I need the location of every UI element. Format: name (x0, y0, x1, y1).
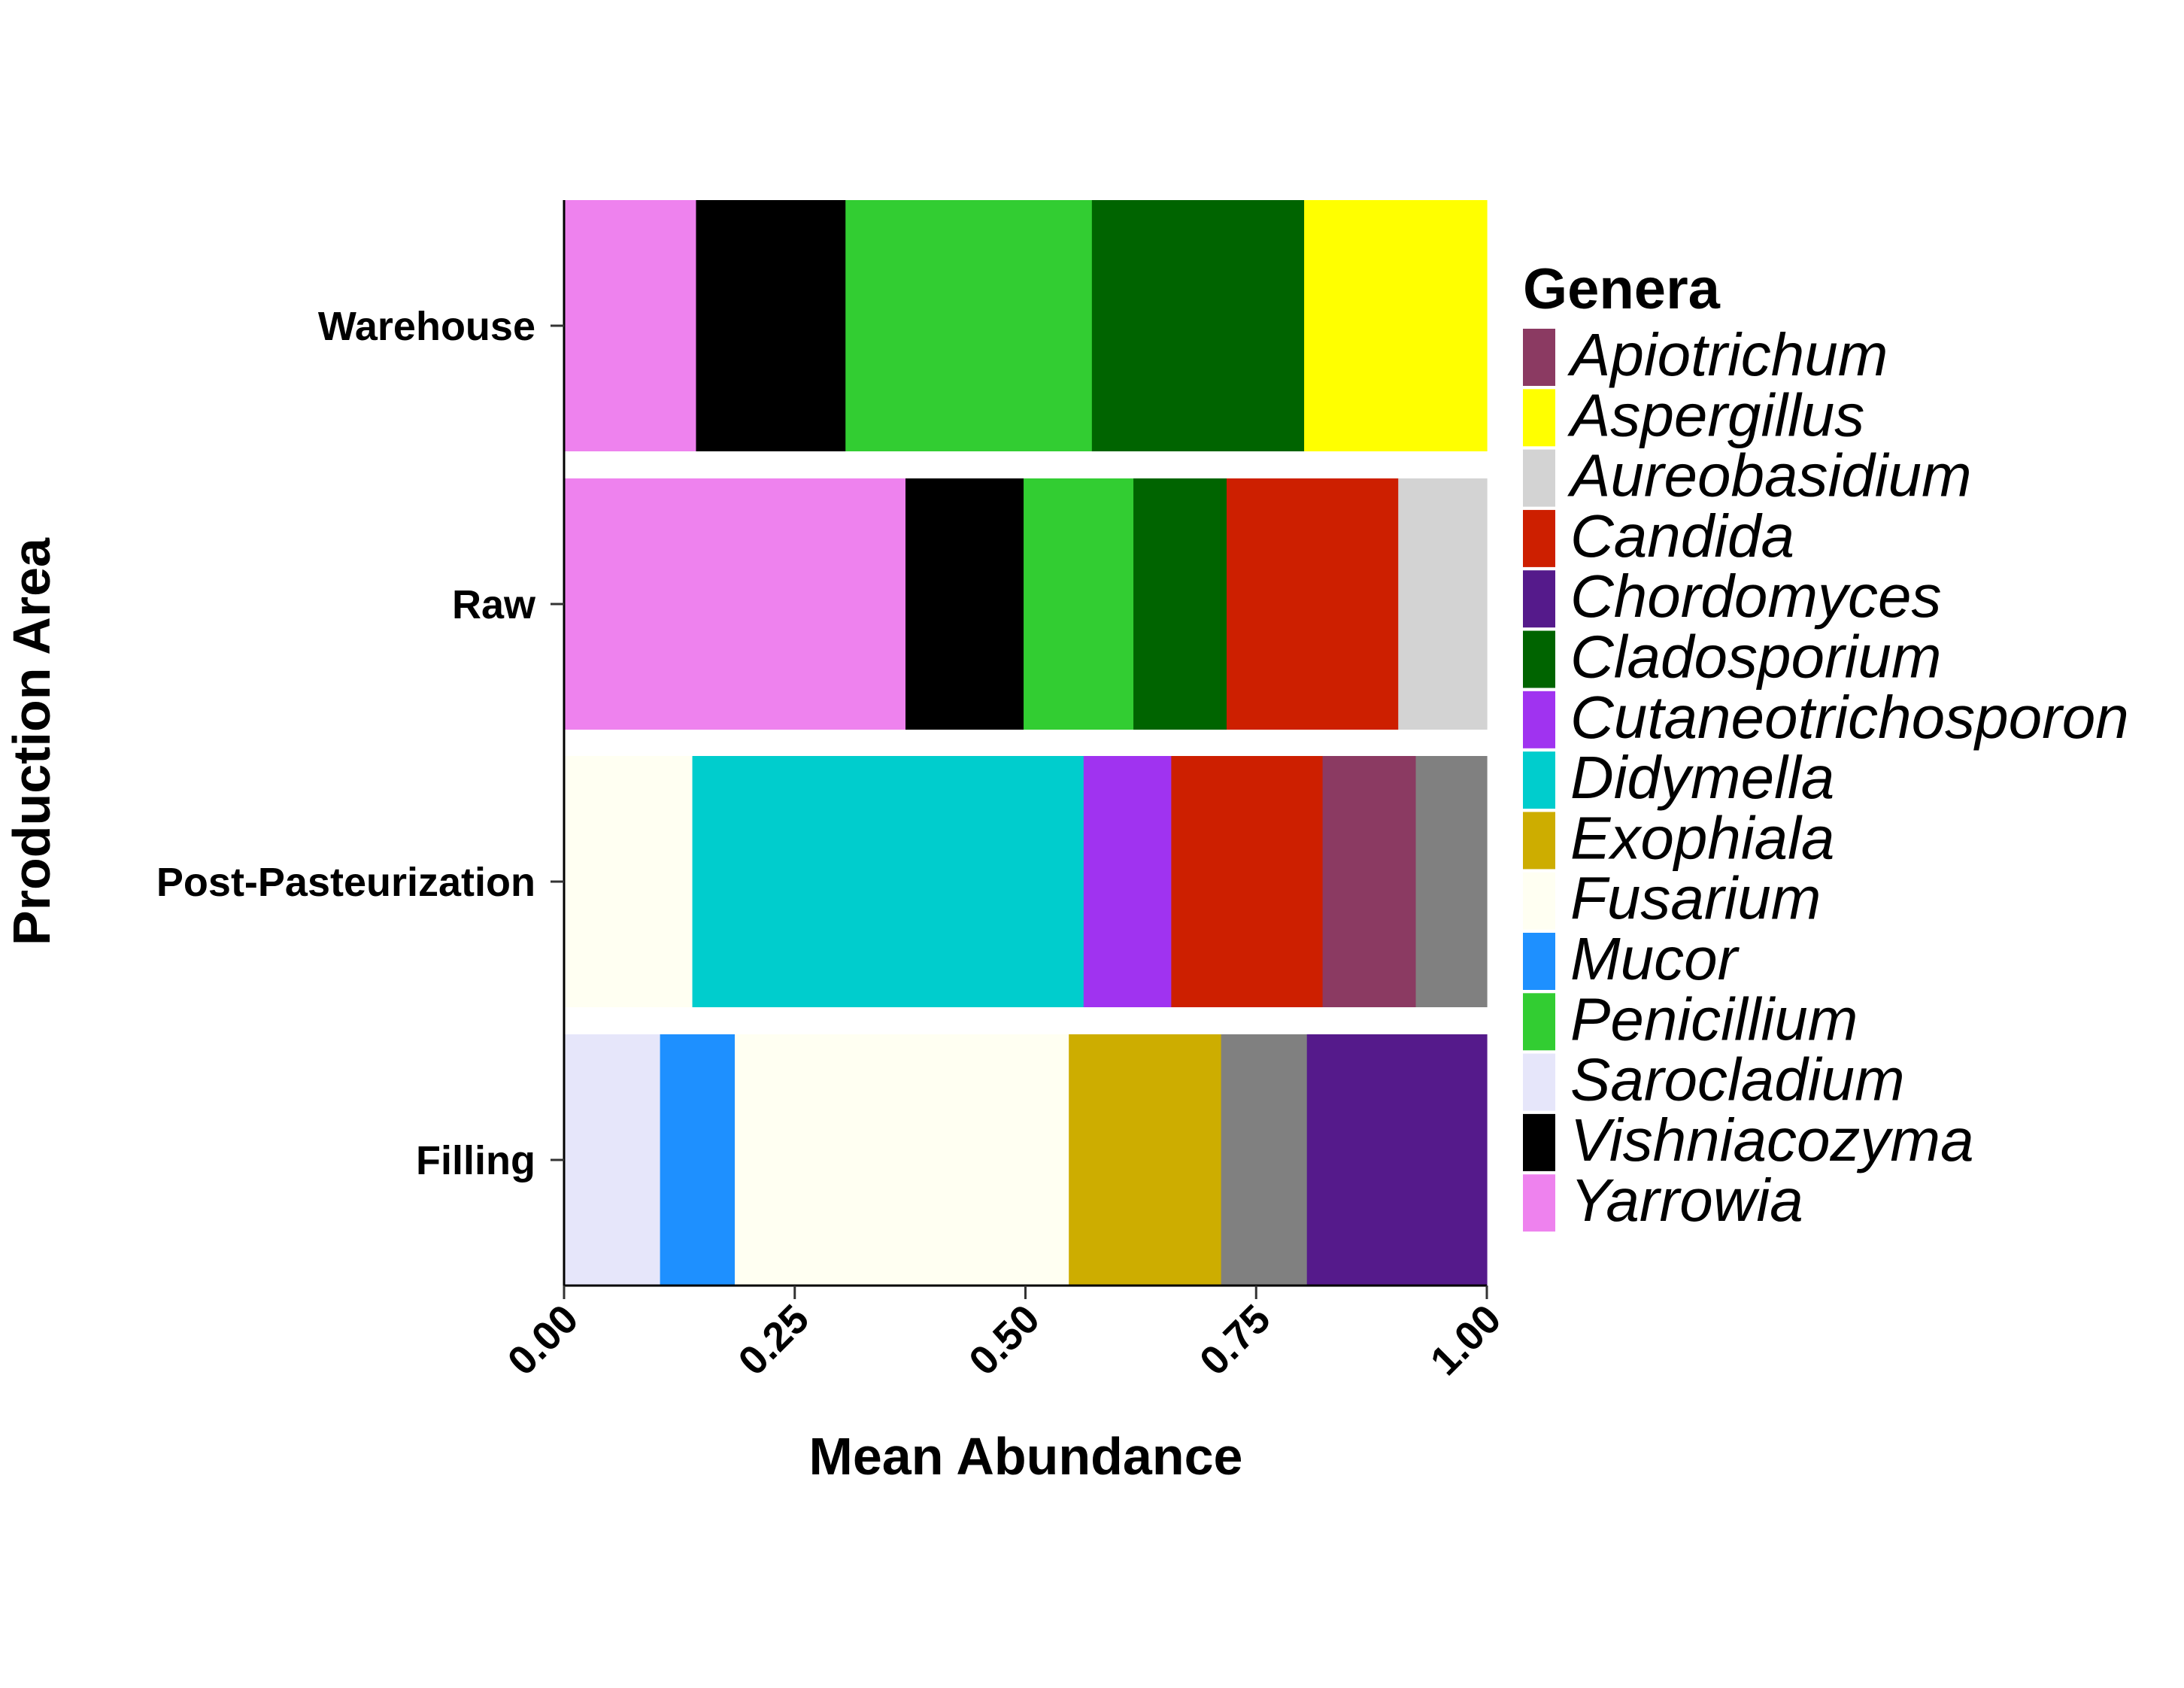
bar-segment-post-pasteurization-fusarium (564, 756, 693, 1007)
bar-segment-filling-fusarium (734, 1034, 1069, 1286)
bar-segment-post-pasteurization-candida (1171, 756, 1324, 1007)
bar-segment-warehouse-vishniacozyma (696, 200, 846, 451)
y-tick-label: Raw (452, 582, 536, 627)
legend-label: Sarocladium (1570, 1046, 1905, 1113)
legend-swatch (1523, 630, 1555, 688)
bar-segment-warehouse-cladosporium (1091, 200, 1305, 451)
legend-label: Mucor (1570, 925, 1740, 992)
legend-swatch (1523, 329, 1555, 386)
legend-label: Aspergillus (1567, 381, 1864, 448)
bar-segment-filling-mucor (660, 1034, 736, 1286)
legend-label: Penicillium (1570, 985, 1858, 1052)
bar-segment-filling-exophiala (1069, 1034, 1222, 1286)
legend-label: Fusarium (1570, 865, 1821, 932)
x-tick-label: 0.25 (730, 1296, 817, 1384)
y-axis-title: Production Area (2, 537, 61, 946)
legend-title: Genera (1523, 257, 1721, 321)
legend-swatch (1523, 389, 1555, 447)
bar-segment-raw-yarrowia (564, 478, 906, 730)
legend-label: Cutaneotrichosporon (1570, 684, 2129, 751)
bar-segment-filling-chordomyces (1306, 1034, 1488, 1286)
bar-segment-post-pasteurization-apiotrichum (1322, 756, 1417, 1007)
legend-label: Cladosporium (1570, 624, 1942, 691)
bar-segment-post-pasteurization-other (1415, 756, 1488, 1007)
y-tick-label: Post-Pasteurization (156, 860, 535, 905)
bar-segment-raw-aureobasidium (1398, 478, 1488, 730)
legend-swatch (1523, 449, 1555, 507)
bar-segment-raw-candida (1226, 478, 1399, 730)
legend-label: Apiotrichum (1567, 321, 1888, 388)
legend-swatch (1523, 509, 1555, 567)
bar-segment-raw-vishniacozyma (905, 478, 1024, 730)
legend-label: Didymella (1570, 744, 1834, 811)
y-tick-label: Filling (416, 1138, 535, 1183)
legend-label: Exophiala (1570, 804, 1834, 871)
legend-swatch (1523, 872, 1555, 930)
x-tick-label: 1.00 (1422, 1296, 1510, 1384)
legend-swatch (1523, 1053, 1555, 1111)
legend-label: Candida (1570, 502, 1794, 569)
legend-label: Aureobasidium (1567, 442, 1972, 509)
bar-segment-warehouse-penicillium (845, 200, 1093, 451)
legend-swatch (1523, 993, 1555, 1051)
bars-layer (564, 200, 1488, 1286)
x-tick-label: 0.75 (1191, 1296, 1279, 1384)
legend-label: Vishniacozyma (1570, 1107, 1974, 1173)
bar-segment-warehouse-yarrowia (564, 200, 697, 451)
bar-segment-post-pasteurization-cutaneotrichosporon (1083, 756, 1172, 1007)
legend-swatch (1523, 570, 1555, 628)
bar-segment-raw-penicillium (1024, 478, 1134, 730)
y-tick-label: Warehouse (318, 304, 535, 349)
legend-swatch (1523, 933, 1555, 990)
legend-swatch (1523, 812, 1555, 870)
bar-segment-post-pasteurization-didymella (692, 756, 1084, 1007)
legend-label: Chordomyces (1570, 563, 1942, 630)
legend-swatch (1523, 1174, 1555, 1232)
bar-segment-warehouse-aspergillus (1304, 200, 1488, 451)
x-tick-label: 0.50 (960, 1296, 1048, 1384)
x-axis-title: Mean Abundance (809, 1427, 1243, 1486)
legend-swatch (1523, 751, 1555, 809)
bar-segment-filling-other (1221, 1034, 1308, 1286)
bar-segment-filling-sarocladium (564, 1034, 661, 1286)
legend-label: Yarrowia (1570, 1167, 1803, 1234)
legend: Genera ApiotrichumAspergillusAureobasidi… (1523, 257, 2129, 1234)
legend-swatch (1523, 691, 1555, 748)
x-tick-label: 0.00 (499, 1296, 587, 1384)
bar-segment-raw-cladosporium (1133, 478, 1227, 730)
legend-swatch (1523, 1113, 1555, 1171)
